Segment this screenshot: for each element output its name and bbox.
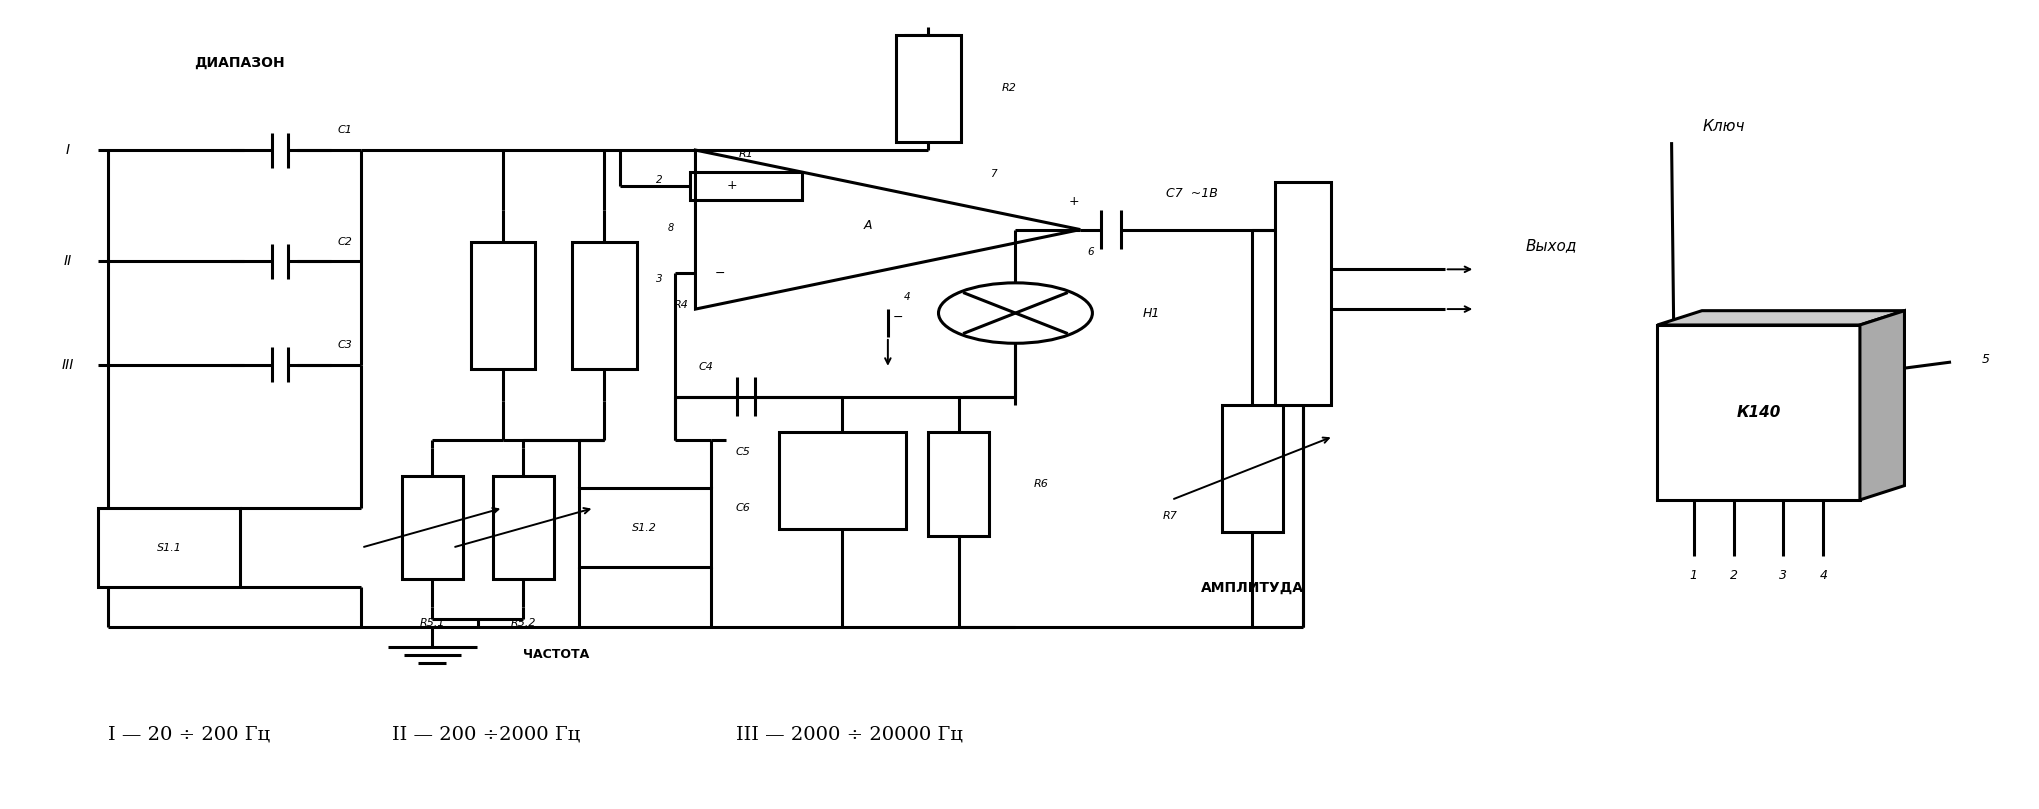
Text: Ключ: Ключ	[1703, 119, 1745, 133]
Bar	[1658, 325, 1860, 500]
Text: 2: 2	[657, 176, 663, 185]
Text: R6: R6	[1034, 479, 1048, 489]
Text: +: +	[1068, 195, 1079, 208]
Text: III — 2000 ÷ 20000 Гц: III — 2000 ÷ 20000 Гц	[736, 726, 962, 743]
Text: 2: 2	[1731, 569, 1739, 582]
Text: АМПЛИТУДА: АМПЛИТУДА	[1201, 580, 1303, 595]
Text: I: I	[65, 143, 69, 157]
Bar	[98, 508, 241, 587]
Text: R7: R7	[1162, 510, 1177, 521]
Text: C2: C2	[338, 236, 353, 247]
Bar	[1274, 182, 1331, 404]
Text: C3: C3	[338, 340, 353, 349]
Text: 7: 7	[991, 169, 997, 179]
Text: −: −	[893, 311, 903, 324]
Bar	[1221, 404, 1283, 532]
Text: R2: R2	[1001, 83, 1015, 94]
Text: H1: H1	[1144, 307, 1160, 320]
Text: ДИАПАЗОН: ДИАПАЗОН	[194, 56, 285, 70]
Bar	[928, 432, 989, 536]
Polygon shape	[1860, 311, 1904, 500]
Text: 4: 4	[1819, 569, 1827, 582]
Text: C5: C5	[736, 447, 750, 457]
Bar	[895, 35, 960, 142]
Text: R5.1: R5.1	[420, 618, 445, 628]
Text: A: A	[862, 219, 873, 232]
Text: −: −	[714, 267, 726, 280]
Bar	[573, 242, 636, 369]
Text: II — 200 ÷2000 Гц: II — 200 ÷2000 Гц	[391, 726, 579, 743]
Text: III: III	[61, 358, 73, 372]
Text: I — 20 ÷ 200 Гц: I — 20 ÷ 200 Гц	[108, 726, 271, 743]
Text: S1.2: S1.2	[632, 523, 657, 533]
Bar	[471, 242, 536, 369]
Bar	[493, 476, 555, 579]
Text: C7  ~1В: C7 ~1В	[1166, 188, 1217, 201]
Text: 1: 1	[1690, 569, 1698, 582]
Text: C6: C6	[736, 503, 750, 513]
Text: 3: 3	[657, 274, 663, 284]
Text: S1.1: S1.1	[157, 543, 181, 553]
Text: Выход: Выход	[1525, 238, 1576, 253]
Text: 8: 8	[669, 223, 675, 233]
Bar	[579, 488, 712, 567]
Bar	[402, 476, 463, 579]
Text: R3: R3	[573, 300, 587, 310]
Text: R4: R4	[673, 300, 689, 310]
Polygon shape	[1658, 311, 1904, 325]
Text: 6: 6	[1087, 247, 1093, 256]
Text: +: +	[726, 180, 738, 193]
Text: К140: К140	[1737, 405, 1780, 420]
Text: C4: C4	[697, 362, 714, 372]
Text: R5.2: R5.2	[510, 618, 536, 628]
Text: ЧАСТОТА: ЧАСТОТА	[524, 649, 589, 662]
Text: 3: 3	[1778, 569, 1786, 582]
Text: II: II	[63, 254, 71, 269]
Text: 4: 4	[903, 292, 911, 302]
Text: R1: R1	[738, 149, 754, 159]
Bar	[779, 431, 905, 528]
Text: C1: C1	[338, 125, 353, 135]
Bar	[691, 172, 801, 200]
Text: 5: 5	[1982, 354, 1990, 366]
